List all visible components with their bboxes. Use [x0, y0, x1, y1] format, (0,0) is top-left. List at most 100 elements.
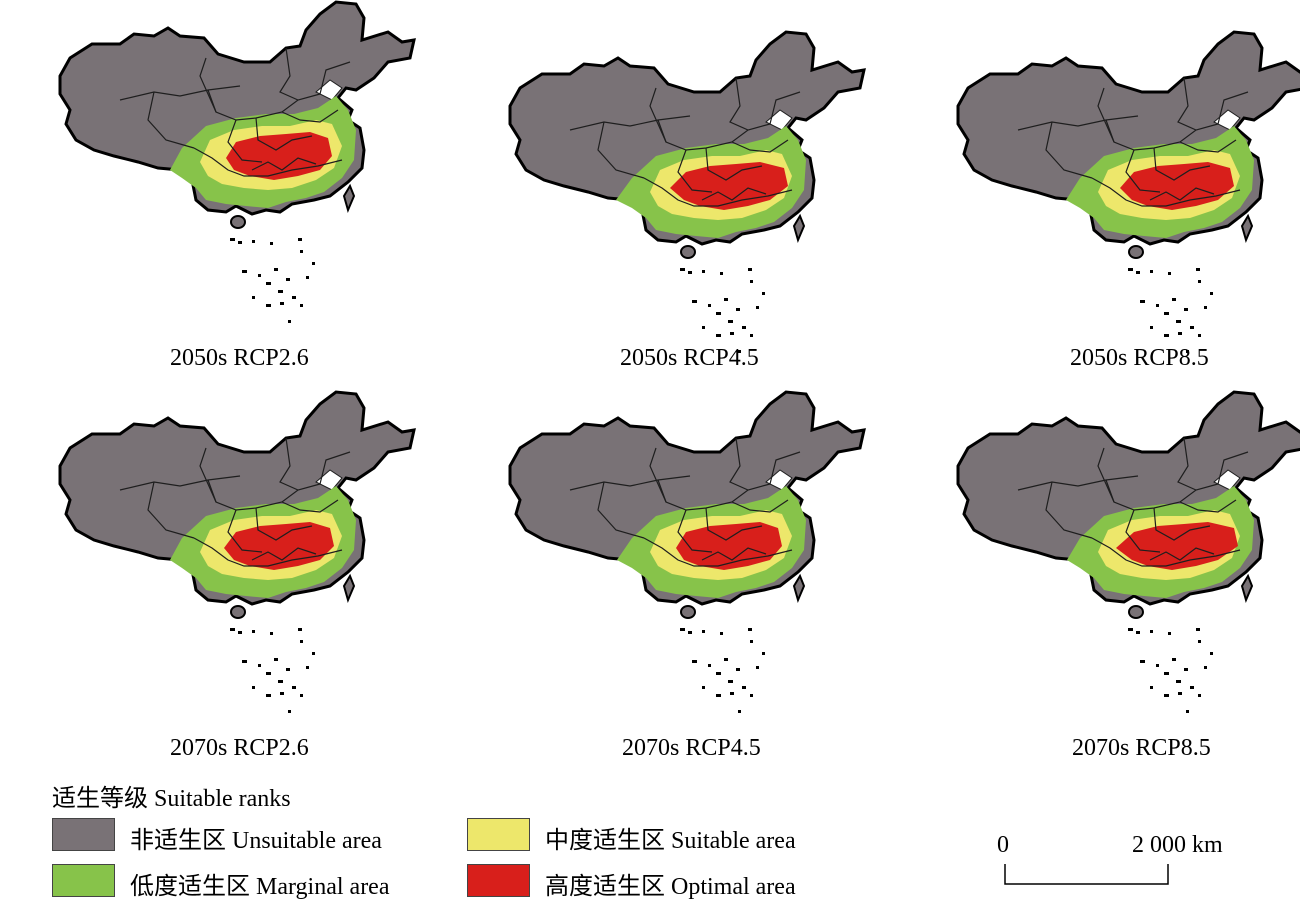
- province-boundary: [281, 499, 339, 513]
- island: [756, 666, 759, 669]
- island: [708, 304, 711, 307]
- island: [1156, 664, 1159, 667]
- island: [292, 686, 296, 689]
- province-boundary: [1091, 537, 1241, 567]
- island: [286, 278, 290, 281]
- province-boundary: [731, 139, 789, 153]
- province-boundary: [677, 509, 713, 553]
- island: [1210, 292, 1213, 295]
- island: [1196, 628, 1200, 631]
- province-boundary: [1179, 499, 1237, 513]
- island: [1176, 680, 1181, 683]
- bohai-sea: [315, 79, 343, 101]
- island: [728, 320, 733, 323]
- hainan: [680, 245, 696, 259]
- island: [298, 238, 302, 241]
- island: [1128, 628, 1133, 631]
- province-boundary: [279, 437, 299, 491]
- map-panel-2050s-rcp85: 2050s RCP8.5: [908, 30, 1300, 410]
- province-boundary: [1217, 451, 1249, 485]
- island: [1198, 334, 1201, 337]
- island: [720, 272, 723, 275]
- panel-caption: 2050s RCP8.5: [1070, 345, 1209, 371]
- hainan: [230, 215, 246, 229]
- panel-caption: 2070s RCP4.5: [622, 735, 761, 761]
- taiwan: [792, 573, 806, 603]
- island: [1164, 694, 1169, 697]
- island: [298, 628, 302, 631]
- legend-title: 适生等级 Suitable ranks: [52, 786, 291, 812]
- province-boundary: [1153, 147, 1211, 181]
- island: [1140, 660, 1145, 663]
- island: [280, 302, 284, 305]
- island: [1150, 686, 1153, 689]
- taiwan: [342, 183, 356, 213]
- province-boundary: [1149, 187, 1215, 201]
- province-boundary: [319, 61, 351, 95]
- island: [1168, 632, 1171, 635]
- island: [1204, 306, 1207, 309]
- hainan: [680, 605, 696, 619]
- island: [730, 692, 734, 695]
- island: [1136, 631, 1140, 634]
- island: [738, 350, 741, 353]
- province-boundary: [569, 475, 691, 491]
- island: [278, 680, 283, 683]
- province-boundary: [1217, 91, 1249, 125]
- province-boundary: [677, 149, 713, 193]
- island: [702, 630, 705, 633]
- island: [1150, 630, 1153, 633]
- province-boundary: [227, 509, 263, 553]
- island: [1136, 271, 1140, 274]
- taiwan: [1240, 213, 1254, 243]
- scale-bar: 0 2 000 km: [995, 832, 1245, 892]
- island: [720, 632, 723, 635]
- province-boundary: [119, 475, 241, 491]
- province-boundary: [597, 121, 645, 179]
- island: [1140, 300, 1145, 303]
- island: [252, 686, 255, 689]
- province-boundary: [147, 481, 195, 539]
- province-boundary: [769, 91, 801, 125]
- island: [702, 270, 705, 273]
- legend-swatch-marginal: [52, 864, 115, 897]
- island: [1150, 326, 1153, 329]
- province-boundary: [705, 507, 763, 541]
- island: [242, 270, 247, 273]
- island: [230, 628, 235, 631]
- china-suitability-map: [58, 390, 416, 713]
- island: [1176, 320, 1181, 323]
- province-boundary: [705, 147, 763, 181]
- island: [736, 668, 740, 671]
- island: [1150, 270, 1153, 273]
- island: [312, 652, 315, 655]
- island: [762, 652, 765, 655]
- island: [270, 242, 273, 245]
- island: [702, 326, 705, 329]
- bohai-sea: [765, 469, 793, 491]
- island: [274, 658, 278, 661]
- island: [300, 694, 303, 697]
- province-boundary: [1045, 481, 1093, 539]
- china-suitability-map: [508, 30, 866, 353]
- island: [306, 666, 309, 669]
- island: [270, 632, 273, 635]
- scale-bar-line: [1004, 864, 1169, 885]
- province-boundary: [1177, 77, 1197, 131]
- island: [750, 334, 753, 337]
- island: [266, 672, 271, 675]
- taiwan: [1240, 573, 1254, 603]
- island: [280, 692, 284, 695]
- island: [306, 276, 309, 279]
- island: [1196, 268, 1200, 271]
- hainan: [1128, 605, 1144, 619]
- optimal-zone: [1116, 522, 1238, 570]
- island: [252, 630, 255, 633]
- island: [266, 694, 271, 697]
- province-boundary: [199, 57, 217, 113]
- island: [692, 660, 697, 663]
- island: [292, 296, 296, 299]
- province-boundary: [1153, 507, 1211, 541]
- island: [742, 686, 746, 689]
- island: [300, 304, 303, 307]
